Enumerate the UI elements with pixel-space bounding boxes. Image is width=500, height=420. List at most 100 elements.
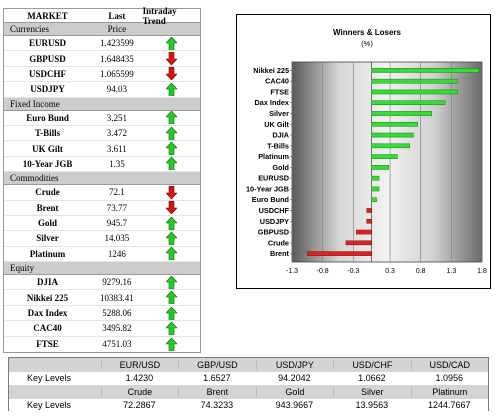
section-name: Fixed Income (10, 98, 60, 109)
market-row: UK Gilt 3.611 (4, 141, 200, 157)
instrument-name: Nikkei 225 (26, 292, 69, 303)
trend-up-arrow-icon (143, 306, 200, 320)
last-price: 1.35 (108, 158, 125, 169)
market-row: Euro Bund 3.251 (4, 111, 200, 126)
section-name: Commodities (10, 173, 59, 184)
x-tick-label: -0.8 (317, 268, 329, 275)
market-row: USDCHF 1.065599 (4, 67, 200, 83)
key-level-value: 1.0662 (358, 373, 386, 384)
bar (345, 240, 372, 246)
instrument-header: Gold (255, 386, 333, 397)
header-trend: Intraday Trend (142, 5, 177, 26)
trend-down-arrow-icon (143, 201, 200, 215)
bar (371, 154, 398, 159)
last-price: 73.77 (106, 202, 127, 213)
market-row: CAC40 3495.82 (4, 321, 200, 337)
market-row: Dax Index 5288.06 (4, 306, 200, 322)
category-label: USDCHF (259, 206, 290, 215)
x-tick-label: 1.8 (477, 268, 487, 275)
trend-down-arrow-icon (143, 185, 200, 199)
key-levels-label: Key Levels (27, 400, 72, 411)
winners-losers-chart: Winners & Losers (%) -1.3 -0.8 -0.3 0.3 0.8 1.3… (236, 14, 491, 289)
instrument-name: Platinum (29, 248, 66, 259)
last-price: 3495.82 (102, 323, 132, 334)
category-label: Dax Index (255, 98, 289, 107)
category-label: EURUSD (258, 174, 289, 183)
trend-up-arrow-icon (143, 231, 200, 245)
last-price: 3.611 (106, 143, 127, 154)
last-price: 10383.41 (99, 292, 134, 303)
instrument-name: Crude (35, 187, 60, 198)
bar (366, 218, 372, 224)
instrument-header: Crude (100, 386, 178, 397)
chart-title: Winners & Losers (333, 28, 401, 37)
trend-up-arrow-icon (143, 82, 200, 96)
market-row: USDJPY 94.03 (4, 82, 200, 98)
trend-up-arrow-icon (143, 111, 200, 125)
category-label: Crude (268, 238, 289, 247)
section-header-commodities: Commodities (4, 172, 200, 186)
section-name: Equity (10, 263, 34, 274)
bar (371, 89, 458, 95)
header-last: Last (108, 10, 126, 21)
trend-up-arrow-icon (143, 126, 200, 140)
key-level-value: 1.0956 (435, 373, 464, 384)
category-label: 10-Year JGB (246, 184, 289, 193)
market-row: 10-Year JGB 1.35 (4, 157, 200, 173)
instrument-header: EUR/USD (100, 359, 178, 370)
key-levels-value-row: Key Levels 72.2867 74.3233 943.9667 13.9563 1… (9, 398, 488, 412)
market-table-header: MARKET Last Intraday Trend (4, 5, 200, 26)
bar (371, 197, 377, 203)
trend-up-arrow-icon (143, 321, 200, 335)
market-row: GBPUSD 1.648435 (4, 51, 200, 67)
instrument-name: T-Bills (34, 128, 61, 139)
instrument-name: 10-Year JGB (22, 158, 73, 169)
last-price: 1.648435 (99, 53, 134, 64)
key-levels-value-row: Key Levels 1.4230 1.6527 94.2042 1.0662 1.095… (9, 371, 488, 385)
bar (371, 68, 480, 73)
bar (371, 121, 418, 127)
instrument-name: Brent (36, 202, 59, 213)
instrument-header: USD/JPY (255, 359, 333, 370)
instrument-name: Gold (38, 218, 58, 229)
market-row: DJIA 9279.16 (4, 275, 200, 291)
plot-area (291, 61, 483, 263)
last-price: 5288.06 (102, 308, 132, 319)
instrument-name: DJIA (37, 277, 59, 288)
category-label: Nikkei 225 (253, 66, 289, 75)
instrument-name: GBPUSD (29, 53, 66, 64)
category-label: USDJPY (260, 217, 289, 226)
instrument-name: CAC40 (33, 323, 62, 334)
last-price: 1.423599 (99, 38, 134, 49)
market-row: Nikkei 225 10383.41 (4, 290, 200, 306)
instrument-header: USD/CHF (333, 359, 410, 370)
market-row: Gold 945.7 (4, 216, 200, 232)
instrument-header: Brent (178, 386, 255, 397)
trend-up-arrow-icon (143, 275, 200, 289)
chart-svg: Winners & Losers (%) -1.3 -0.8 -0.3 0.3 0.8 1.3… (246, 28, 487, 275)
market-row: Brent 73.77 (4, 201, 200, 216)
bar (371, 143, 410, 149)
category-label: CAC40 (265, 77, 289, 86)
trend-down-arrow-icon (143, 67, 200, 81)
instrument-name: UK Gilt (32, 143, 63, 154)
trend-up-arrow-icon (143, 337, 200, 351)
market-row: T-Bills 3.472 (4, 126, 200, 142)
instrument-name: EURUSD (29, 38, 67, 49)
key-level-value: 1244.7667 (428, 400, 471, 411)
x-tick-label: 1.3 (446, 268, 456, 275)
section-header-fixed-income: Fixed Income (4, 97, 200, 111)
market-table-body: Currencies Price EURUSD 1.423599 GBPUSD 1.648… (4, 23, 200, 352)
category-label: UK Gilt (264, 120, 289, 129)
last-price: 72.1 (108, 187, 125, 198)
instrument-header: USD/CAD (410, 359, 488, 370)
key-level-value: 1.6527 (203, 373, 231, 384)
instrument-header: GBP/USD (178, 359, 255, 370)
bar (356, 229, 372, 235)
key-levels-table: EUR/USD GBP/USD USD/JPY USD/CHF USD/CAD Key L… (8, 357, 489, 412)
market-row: EURUSD 1.423599 (4, 36, 200, 52)
instrument-name: FTSE (36, 339, 59, 350)
last-price: 14.035 (104, 233, 130, 244)
bar (371, 165, 390, 170)
instrument-name: USDJPY (30, 84, 65, 95)
